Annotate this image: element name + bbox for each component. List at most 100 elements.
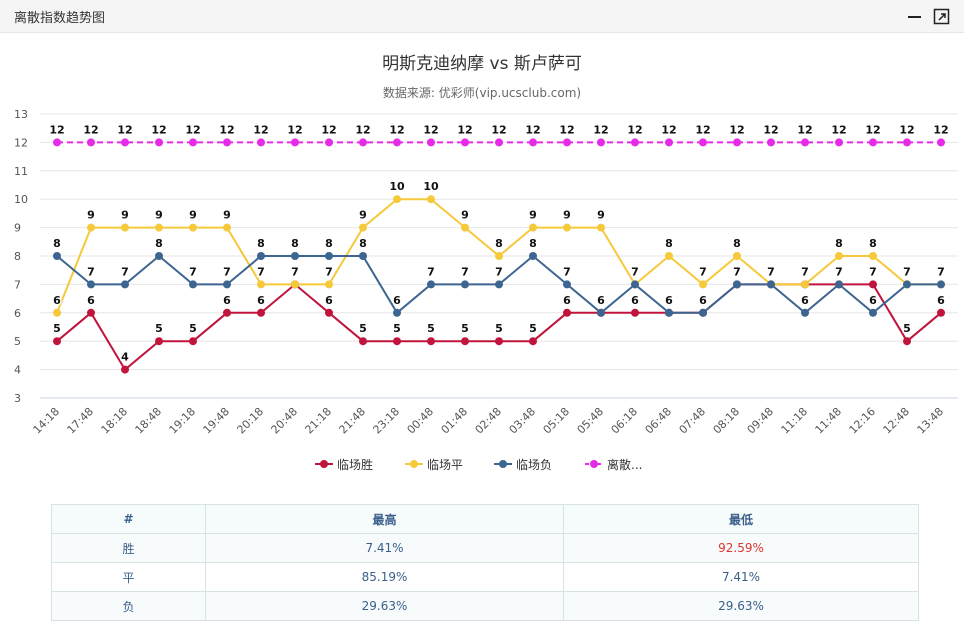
data-label: 8: [325, 237, 333, 250]
row-label: 负: [51, 591, 206, 621]
data-label: 9: [121, 209, 129, 222]
x-tick-label: 00:48: [405, 405, 437, 437]
x-tick-label: 14:18: [31, 405, 63, 437]
legend-label: 临场胜: [337, 458, 374, 472]
data-label: 6: [563, 294, 571, 307]
data-label: 6: [665, 294, 673, 307]
maximize-icon[interactable]: [933, 8, 951, 26]
data-point: [87, 308, 95, 317]
data-point: [903, 280, 911, 289]
data-label: 12: [287, 123, 302, 136]
data-label: 12: [83, 123, 98, 136]
data-point: [155, 252, 163, 260]
data-label: 7: [801, 265, 809, 278]
legend-marker-icon: [405, 460, 423, 468]
data-point: [53, 337, 61, 346]
y-tick-label: 7: [14, 278, 21, 291]
x-tick-label: 11:48: [813, 405, 845, 437]
data-label: 12: [355, 123, 370, 136]
data-label: 8: [359, 237, 367, 250]
data-point: [835, 280, 843, 289]
data-point: [529, 252, 537, 260]
data-label: 12: [933, 123, 948, 136]
data-point: [53, 252, 61, 260]
data-label: 7: [325, 265, 333, 278]
x-tick-label: 23:18: [371, 405, 403, 437]
x-tick-label: 13:48: [915, 405, 947, 437]
data-label: 6: [257, 294, 265, 307]
data-point: [223, 138, 231, 147]
y-tick-label: 13: [14, 108, 28, 121]
data-point: [427, 337, 435, 346]
data-label: 9: [597, 209, 605, 222]
data-label: 6: [325, 294, 333, 307]
x-tick-label: 05:18: [541, 405, 573, 437]
data-point: [87, 280, 95, 289]
x-tick-label: 06:18: [609, 405, 641, 437]
x-tick-label: 20:48: [269, 405, 301, 437]
table-row: 胜 7.41% 92.59%: [51, 533, 919, 563]
data-label: 7: [495, 265, 503, 278]
data-point: [223, 223, 231, 232]
y-tick-label: 11: [14, 165, 28, 178]
data-label: 5: [495, 322, 503, 335]
data-label: 5: [189, 322, 197, 335]
data-point: [529, 138, 537, 147]
data-point: [257, 252, 265, 260]
data-label: 6: [937, 294, 945, 307]
data-point: [359, 223, 367, 232]
data-point: [699, 138, 707, 147]
data-label: 7: [733, 265, 741, 278]
data-point: [869, 308, 877, 317]
chart-subtitle: 数据来源: 优彩师(vip.ucsclub.com): [382, 86, 582, 100]
data-point: [461, 223, 469, 232]
data-label: 6: [597, 294, 605, 307]
data-point: [393, 308, 401, 317]
data-point: [427, 195, 435, 204]
y-tick-label: 12: [14, 136, 28, 149]
y-tick-label: 8: [14, 250, 21, 263]
data-point: [87, 138, 95, 147]
data-label: 7: [937, 265, 945, 278]
y-tick-label: 4: [14, 364, 21, 377]
data-label: 12: [389, 123, 404, 136]
data-label: 8: [529, 237, 537, 250]
data-point: [801, 308, 809, 317]
data-label: 7: [631, 265, 639, 278]
data-point: [495, 138, 503, 147]
data-point: [359, 252, 367, 260]
data-label: 9: [563, 209, 571, 222]
x-tick-label: 18:48: [133, 405, 165, 437]
data-point: [529, 337, 537, 346]
data-label: 8: [495, 237, 503, 250]
minimize-icon[interactable]: [905, 8, 923, 26]
data-point: [563, 223, 571, 232]
data-label: 12: [593, 123, 608, 136]
data-label: 12: [695, 123, 710, 136]
data-label: 10: [389, 180, 405, 193]
data-point: [733, 138, 741, 147]
table-row: 负 29.63% 29.63%: [51, 591, 919, 621]
data-label: 5: [529, 322, 537, 335]
data-point: [461, 138, 469, 147]
data-point: [665, 138, 673, 147]
data-label: 8: [291, 237, 299, 250]
data-label: 5: [461, 322, 469, 335]
x-tick-label: 09:48: [745, 405, 777, 437]
data-label: 12: [117, 123, 132, 136]
data-label: 6: [631, 294, 639, 307]
data-label: 12: [253, 123, 268, 136]
x-tick-label: 05:48: [575, 405, 607, 437]
data-label: 9: [223, 209, 231, 222]
row-label: 平: [51, 562, 206, 592]
data-label: 5: [393, 322, 401, 335]
data-label: 6: [801, 294, 809, 307]
data-point: [325, 252, 333, 260]
data-point: [597, 138, 605, 147]
data-point: [631, 280, 639, 289]
data-label: 5: [53, 322, 61, 335]
data-label: 12: [627, 123, 642, 136]
data-label: 7: [631, 265, 639, 278]
data-label: 5: [359, 322, 367, 335]
legend-label: 临场负: [516, 458, 553, 472]
